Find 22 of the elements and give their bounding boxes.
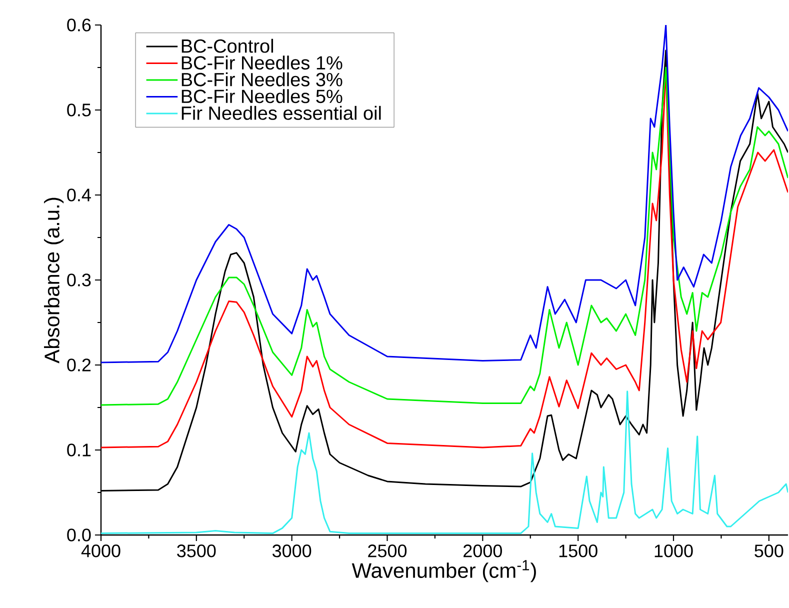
x-tick-label: 500 [754,544,784,558]
x-tick-label: 1500 [559,544,598,558]
y-tick-label: 0.4 [67,188,91,202]
legend-label: BC-Fir Needles 3% [182,72,342,86]
y-tick-label: 0.0 [67,528,91,542]
x-tick-label: 2500 [368,544,407,558]
legend-label: BC-Fir Needles 5% [182,89,342,104]
x-axis-title: Wavenumber (cm$^{-1}$) [352,560,536,582]
x-tick-label: 3500 [177,544,216,558]
y-tick-label: 0.5 [67,104,91,116]
legend-label: BC-Fir Needles 1% [182,56,342,70]
x-tick-label: 4000 [81,544,120,558]
y-tick-label: 0.2 [67,358,91,372]
y-tick-label: 0.3 [67,274,91,286]
x-tick-label: 2000 [464,544,502,558]
x-tick-label: 1000 [654,544,693,558]
y-tick-label: 0.6 [67,18,91,32]
legend-label: BC-Control [182,38,274,53]
x-tick-label: 3000 [272,544,312,558]
legend-label: Fir Needles essential oil [182,106,381,120]
y-axis-title: Absorbance (a.u.) [44,198,64,364]
y-tick-label: 0.1 [67,444,91,456]
